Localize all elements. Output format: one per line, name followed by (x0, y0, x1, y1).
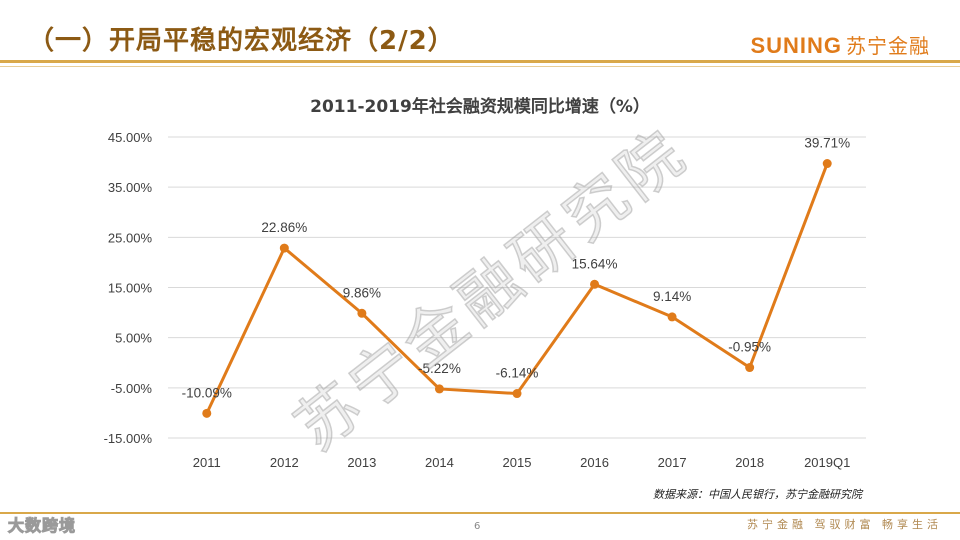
x-tick-label: 2013 (347, 455, 376, 470)
corner-watermark-logo: 大数跨境 (7, 516, 77, 536)
x-tick-label: 2016 (580, 455, 609, 470)
slide-title: （一）开局平稳的宏观经济（2/2） (28, 26, 455, 56)
data-label: 22.86% (261, 220, 307, 235)
header-divider (0, 60, 960, 63)
data-point (357, 308, 367, 318)
x-tick-label: 2019Q1 (804, 455, 850, 470)
data-label: 15.64% (572, 256, 618, 271)
page-number: 6 (474, 521, 481, 532)
data-point (667, 312, 677, 322)
data-label: -10.09% (182, 385, 232, 400)
x-tick-label: 2017 (658, 455, 687, 470)
y-tick-label: -15.00% (104, 431, 153, 446)
y-tick-label: 25.00% (108, 230, 153, 245)
data-label: 9.86% (343, 285, 381, 300)
y-tick-label: 45.00% (108, 130, 153, 145)
x-tick-label: 2015 (503, 455, 532, 470)
data-label: 9.14% (653, 289, 691, 304)
y-tick-label: 15.00% (108, 281, 153, 296)
x-tick-label: 2011 (193, 455, 221, 470)
data-label: -0.95% (728, 340, 771, 355)
data-label: -6.14% (496, 366, 539, 381)
footer-slogan: 苏宁金融 驾驭财富 畅享生活 (747, 518, 942, 531)
data-point (202, 408, 212, 418)
data-point (512, 389, 522, 399)
header-divider-thin (0, 66, 960, 67)
x-tick-label: 2012 (270, 455, 299, 470)
data-point (590, 279, 600, 289)
data-labels: -10.09% 22.86% 9.86% -5.22% -6.14% 15.64% 9.14… (182, 136, 850, 401)
y-tick-label: 5.00% (115, 331, 152, 346)
data-label: 39.71% (804, 136, 850, 151)
y-axis-tick-labels: -15.00% -5.00% 5.00% 15.00% 25.00% 35.00% 45.0… (104, 130, 153, 446)
y-tick-label: -5.00% (111, 381, 153, 396)
data-point (279, 243, 289, 253)
data-source-note: 数据来源：中国人民银行，苏宁金融研究院 (653, 488, 862, 501)
grid-lines (168, 136, 866, 439)
x-axis-tick-labels: 2011 2012 2013 2014 2015 2016 2017 2018 2019Q1 (193, 455, 851, 470)
logo-en: SUNING (750, 33, 842, 58)
suning-logo: SUNING 苏宁金融 (750, 30, 930, 59)
x-tick-label: 2018 (735, 455, 764, 470)
data-point (434, 384, 444, 394)
data-label: -5.22% (418, 361, 461, 376)
chart-title: 2011-2019年社会融资规模同比增速（%） (310, 97, 650, 117)
x-tick-label: 2014 (425, 455, 454, 470)
logo-cn: 苏宁金融 (846, 34, 930, 58)
data-point (822, 159, 832, 169)
y-tick-label: 35.00% (108, 180, 153, 195)
footer-divider (0, 512, 960, 514)
data-points (202, 159, 832, 418)
data-point (745, 363, 755, 373)
